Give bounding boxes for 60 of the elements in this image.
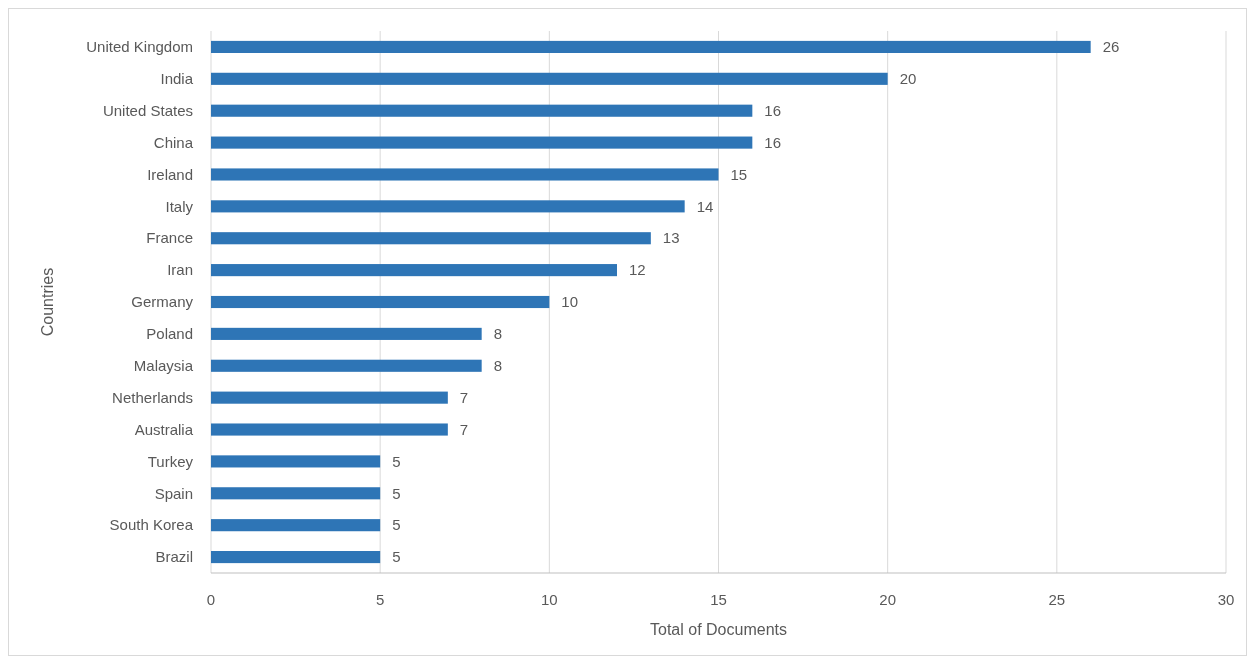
data-label: 26 [1102,38,1120,56]
bar [211,232,651,245]
y-tick-label: Spain [154,484,193,502]
data-label: 5 [392,484,401,502]
y-tick-label: Netherlands [112,388,193,406]
data-label: 8 [493,357,503,375]
y-tick-label: Turkey [147,452,194,470]
data-label: 20 [899,70,917,88]
y-tick-label: Malaysia [133,357,194,375]
bar [211,168,719,181]
data-label: 5 [392,452,401,470]
data-label: 7 [459,420,469,438]
bar [211,423,448,436]
data-label: 5 [392,548,401,566]
y-tick-label: Italy [165,197,194,215]
x-axis-title: Total of Documents [650,621,787,638]
y-tick-label: Poland [146,325,193,343]
bar [211,519,381,532]
y-axis-title: Countries [39,267,56,337]
data-label: 16 [764,101,782,119]
bar [211,551,381,564]
bar [211,359,482,372]
y-tick-label: Iran [167,261,193,279]
bar [211,487,381,500]
data-label: 16 [764,133,782,151]
bar [211,327,482,340]
x-tick-label: 15 [710,591,727,608]
y-tick-label: France [146,229,193,247]
bar [211,136,753,149]
y-tick-label: United States [102,101,193,119]
x-tick-label: 25 [1048,591,1066,608]
bar [211,200,685,213]
bar [211,104,753,117]
data-label: 13 [662,229,680,247]
data-label: 10 [561,293,579,311]
y-tick-label: India [160,70,194,88]
x-tick-label: 0 [206,591,216,608]
data-label: 5 [392,516,401,534]
y-tick-label: Ireland [147,165,193,183]
bar [211,455,381,468]
data-label: 15 [730,165,748,183]
bar [211,295,550,309]
y-tick-label: China [153,133,194,151]
x-tick-label: 20 [879,591,897,608]
y-tick-label: South Korea [109,516,194,534]
y-tick-label: Brazil [155,548,193,566]
data-label: 12 [629,261,646,279]
bar [211,40,1091,53]
data-label: 14 [696,197,714,215]
bar [211,391,448,404]
x-tick-label: 10 [540,591,558,608]
x-tick-label: 5 [375,591,385,608]
data-label: 7 [459,388,469,406]
x-tick-label: 30 [1217,591,1235,608]
bar [211,72,888,85]
y-tick-label: Germany [131,293,194,311]
y-tick-label: United Kingdom [86,38,193,56]
bar [211,264,617,277]
data-label: 8 [493,325,503,343]
y-tick-label: Australia [134,420,194,438]
